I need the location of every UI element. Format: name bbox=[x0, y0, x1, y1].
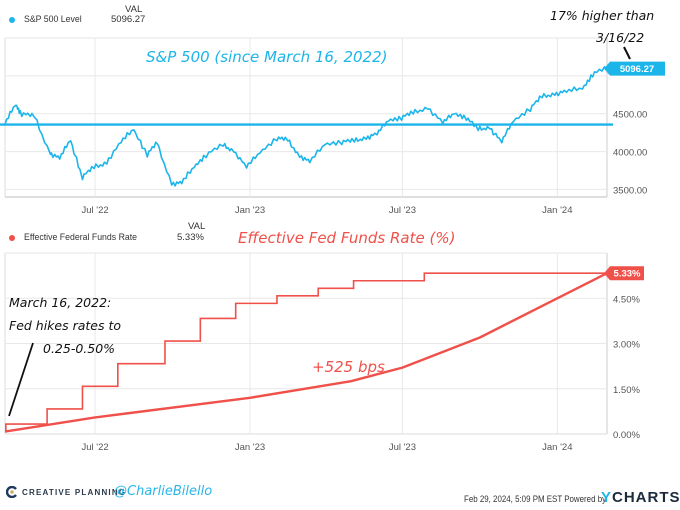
y-tick-label: 4.50% bbox=[613, 294, 640, 305]
ff-legend-value: 5.33% bbox=[177, 232, 204, 243]
brand-name: CREATIVE PLANNING bbox=[22, 488, 127, 497]
sp500-end-label: 5096.27 bbox=[620, 64, 654, 75]
ff-note-line2: Fed hikes rates to bbox=[9, 318, 122, 333]
y-tick-label: 3500.00 bbox=[613, 185, 647, 196]
ff-note-line1: March 16, 2022: bbox=[9, 295, 112, 310]
x-tick-label: Jan '24 bbox=[542, 442, 572, 453]
x-tick-label: Jul '22 bbox=[82, 205, 109, 216]
bps-curve-line bbox=[4, 272, 608, 433]
fed-funds-step-line bbox=[5, 272, 607, 433]
ff-title-annotation: Effective Fed Funds Rate (%) bbox=[238, 229, 456, 247]
x-tick-label: Jul '22 bbox=[82, 442, 109, 453]
y-tick-label: 4000.00 bbox=[613, 148, 647, 159]
sp500-series-line bbox=[4, 66, 608, 187]
creative-planning-logo bbox=[5, 485, 18, 499]
x-tick-label: Jan '24 bbox=[542, 205, 572, 216]
ycharts-logo[interactable]: YCHARTS bbox=[601, 489, 680, 506]
ff-legend-label: Effective Federal Funds Rate bbox=[24, 232, 138, 243]
y-tick-label: 3.00% bbox=[613, 340, 640, 351]
timestamp: Feb 29, 2024, 5:09 PM EST Powered by bbox=[464, 494, 607, 504]
sp500-chart: Jul '22 Jan '23 Jul '23 Jan '24 3500.00 4000.… bbox=[0, 37, 665, 216]
ff-bps-annotation: +525 bps bbox=[312, 358, 385, 376]
sp500-end-label-bg bbox=[604, 61, 665, 76]
ycharts-y-icon: Y bbox=[601, 489, 613, 506]
y-tick-label: 0.00% bbox=[613, 430, 640, 441]
y-tick-label: 1.50% bbox=[613, 385, 640, 396]
sp-legend-value: 5096.27 bbox=[111, 14, 146, 25]
sp-note-line1: 17% higher than bbox=[550, 8, 655, 23]
fed-funds-end-label-bg bbox=[604, 266, 644, 281]
ff-legend-dot bbox=[9, 235, 15, 241]
sp-legend: S&P 500 Level VAL 5096.27 bbox=[0, 0, 680, 30]
ff-legend-val-header: VAL bbox=[188, 221, 206, 232]
sp-note-line2: 3/16/22 bbox=[596, 30, 645, 45]
x-tick-label: Jul '23 bbox=[389, 205, 416, 216]
ff-annotation-pointer bbox=[8, 342, 34, 417]
twitter-handle[interactable]: @CharlieBilello bbox=[114, 484, 213, 499]
ff-note-line3: 0.25-0.50% bbox=[43, 341, 116, 356]
x-tick-label: Jan '23 bbox=[235, 205, 265, 216]
sp-title-annotation: S&P 500 (since March 16, 2022) bbox=[146, 48, 388, 66]
sp-annotation-pointer bbox=[623, 46, 631, 60]
creative-planning-icon bbox=[5, 485, 17, 499]
sp-legend-label: S&P 500 Level bbox=[24, 14, 82, 25]
y-tick-label: 4500.00 bbox=[613, 110, 647, 121]
ff-legend: Effective Federal Funds Rate VAL 5.33% bbox=[0, 218, 680, 248]
fed-funds-end-label: 5.33% bbox=[614, 269, 641, 280]
sp-legend-val-header: VAL bbox=[125, 4, 143, 15]
ycharts-wordmark: CHARTS bbox=[612, 489, 680, 506]
sp-legend-dot bbox=[9, 17, 15, 23]
fed-funds-chart: Jul '22 Jan '23 Jul '23 Jan '24 0.00% 1.50% 3.… bbox=[4, 252, 644, 453]
x-tick-label: Jul '23 bbox=[389, 442, 416, 453]
x-tick-label: Jan '23 bbox=[235, 442, 265, 453]
